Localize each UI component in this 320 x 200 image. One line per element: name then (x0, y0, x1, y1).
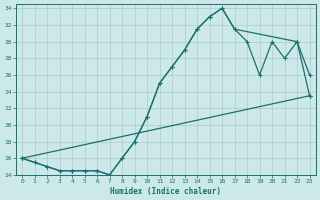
X-axis label: Humidex (Indice chaleur): Humidex (Indice chaleur) (110, 187, 221, 196)
